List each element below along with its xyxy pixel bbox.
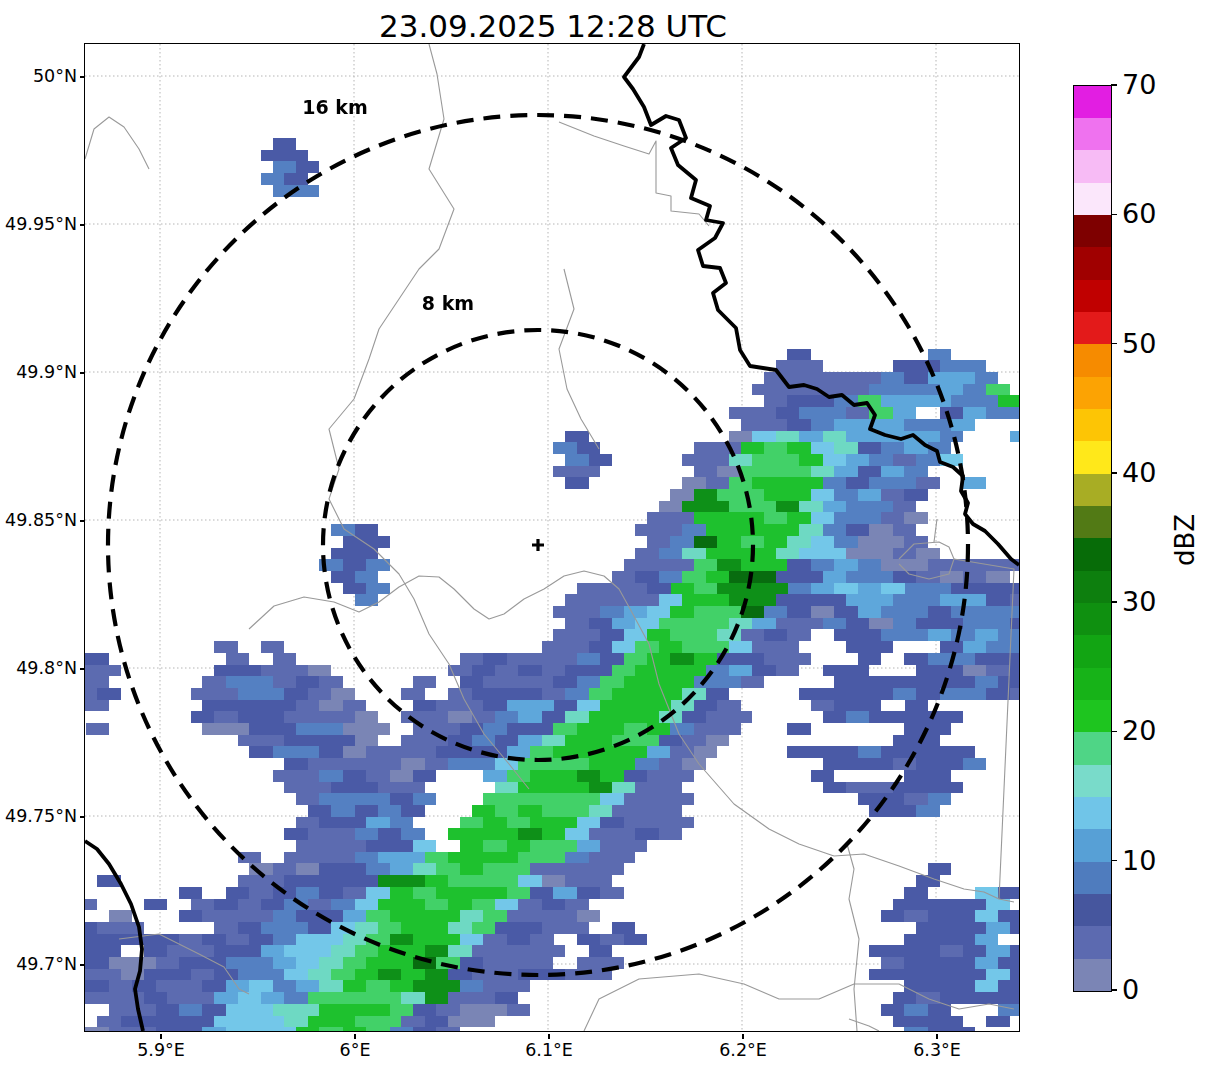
colorbar-axis-label: dBZ [1170,505,1200,575]
y-tick-mark [80,520,85,521]
colorbar-step [1074,797,1111,829]
colorbar-tick-label: 50 [1122,328,1156,359]
colorbar-step [1074,86,1111,118]
colorbar-tick-label: 30 [1122,586,1156,617]
colorbar-tick-label: 0 [1122,974,1139,1005]
colorbar-step [1074,765,1111,797]
colorbar-step [1074,862,1111,894]
colorbar-tick-mark [1111,601,1117,602]
y-tick-label: 50°N [2,66,77,86]
y-tick-mark [80,372,85,373]
colorbar-tick-label: 10 [1122,845,1156,876]
colorbar [1073,85,1112,992]
y-tick-label: 49.75°N [2,806,77,826]
colorbar-tick-label: 60 [1122,198,1156,229]
colorbar-tick-mark [1111,860,1117,861]
colorbar-step [1074,344,1111,376]
colorbar-tick-mark [1111,214,1117,215]
colorbar-step [1074,215,1111,247]
x-tick-mark [742,1034,743,1039]
radar-figure: 23.09.2025 12:28 UTC 0 10 20 30 40 50 60 70 dBZ… [0,0,1207,1069]
x-tick-label: 6.3°E [913,1040,961,1060]
colorbar-step [1074,150,1111,182]
colorbar-step [1074,635,1111,667]
colorbar-step [1074,732,1111,764]
colorbar-step [1074,441,1111,473]
colorbar-step [1074,959,1111,991]
colorbar-tick-mark [1111,343,1117,344]
x-tick-mark [160,1034,161,1039]
colorbar-step [1074,668,1111,700]
y-tick-label: 49.85°N [2,510,77,530]
colorbar-step [1074,538,1111,570]
colorbar-step [1074,409,1111,441]
colorbar-tick-label: 40 [1122,457,1156,488]
colorbar-step [1074,377,1111,409]
y-tick-mark [80,76,85,77]
colorbar-step [1074,926,1111,958]
colorbar-step [1074,506,1111,538]
figure-title: 23.09.2025 12:28 UTC [86,8,1020,44]
y-tick-label: 49.9°N [2,362,77,382]
colorbar-step [1074,603,1111,635]
x-tick-mark [936,1034,937,1039]
y-tick-label: 49.8°N [2,658,77,678]
map-plot-area [84,43,1020,1032]
colorbar-step [1074,894,1111,926]
y-tick-mark [80,224,85,225]
y-tick-label: 49.7°N [2,954,77,974]
radar-reflectivity-canvas [85,44,1019,1031]
x-tick-label: 6.2°E [719,1040,767,1060]
colorbar-step [1074,829,1111,861]
colorbar-step [1074,118,1111,150]
y-tick-mark [80,964,85,965]
y-tick-mark [80,816,85,817]
colorbar-step [1074,474,1111,506]
colorbar-tick-label: 70 [1122,69,1156,100]
x-tick-label: 6.1°E [525,1040,573,1060]
colorbar-step [1074,312,1111,344]
x-tick-label: 6°E [340,1040,371,1060]
y-tick-mark [80,668,85,669]
x-tick-mark [548,1034,549,1039]
colorbar-tick-mark [1111,472,1117,473]
x-tick-mark [354,1034,355,1039]
colorbar-step [1074,183,1111,215]
colorbar-step [1074,280,1111,312]
x-tick-label: 5.9°E [137,1040,185,1060]
colorbar-step [1074,700,1111,732]
colorbar-tick-mark [1111,84,1117,85]
y-tick-label: 49.95°N [2,214,77,234]
colorbar-step [1074,247,1111,279]
colorbar-tick-mark [1111,731,1117,732]
colorbar-tick-label: 20 [1122,715,1156,746]
colorbar-step [1074,571,1111,603]
colorbar-tick-mark [1111,989,1117,990]
